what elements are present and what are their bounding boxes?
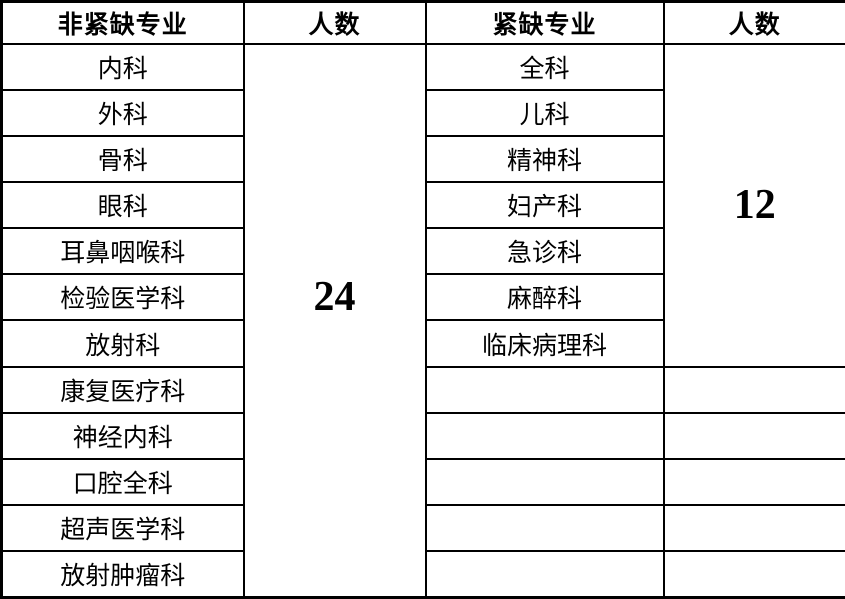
scarce-count-empty-cell — [662, 365, 845, 414]
scarce-dept-cell: 急诊科 — [424, 227, 665, 276]
table-row: 检验医学科 麻醉科 — [0, 273, 845, 322]
table-row: 眼科 妇产科 — [0, 180, 845, 230]
table-row: 耳鼻咽喉科 急诊科 — [0, 227, 845, 276]
scarce-total-cell: 12 — [662, 42, 845, 368]
scarce-dept-cell: 儿科 — [424, 88, 665, 137]
non-scarce-dept-cell: 神经内科 — [0, 411, 245, 460]
scarce-dept-cell: 全科 — [424, 42, 665, 91]
table-row: 超声医学科 — [0, 504, 845, 553]
non-scarce-dept-cell: 检验医学科 — [0, 273, 245, 322]
scarce-dept-cell: 妇产科 — [424, 180, 665, 230]
scarce-dept-cell: 精神科 — [424, 134, 665, 183]
scarce-dept-empty-cell — [424, 504, 665, 553]
table-row: 骨科 精神科 — [0, 134, 845, 183]
non-scarce-dept-cell: 眼科 — [0, 180, 245, 230]
non-scarce-dept-cell: 口腔全科 — [0, 457, 245, 507]
scarce-count-empty-cell — [662, 550, 845, 599]
scarce-dept-empty-cell — [424, 365, 665, 414]
header-count-scarce: 人数 — [662, 0, 845, 45]
table-row: 康复医疗科 — [0, 365, 845, 414]
non-scarce-total-cell: 24 — [242, 42, 427, 599]
scarce-dept-cell: 临床病理科 — [424, 319, 665, 368]
scarce-dept-empty-cell — [424, 457, 665, 507]
header-row: 非紧缺专业 人数 紧缺专业 人数 — [0, 0, 845, 45]
header-count-non-scarce: 人数 — [242, 0, 427, 45]
non-scarce-dept-cell: 耳鼻咽喉科 — [0, 227, 245, 276]
table-row: 神经内科 — [0, 411, 845, 460]
scarce-dept-empty-cell — [424, 411, 665, 460]
non-scarce-dept-cell: 内科 — [0, 42, 245, 91]
scarce-count-empty-cell — [662, 504, 845, 553]
scarce-dept-empty-cell — [424, 550, 665, 599]
table-row: 外科 儿科 — [0, 88, 845, 137]
table-row: 放射科 临床病理科 — [0, 319, 845, 368]
table-row: 内科 24 全科 12 — [0, 42, 845, 599]
non-scarce-dept-cell: 超声医学科 — [0, 504, 245, 553]
non-scarce-dept-cell: 康复医疗科 — [0, 365, 245, 414]
header-non-scarce-specialty: 非紧缺专业 — [0, 0, 245, 45]
table-row: 口腔全科 — [0, 457, 845, 507]
scarce-count-empty-cell — [662, 457, 845, 507]
non-scarce-dept-cell: 放射科 — [0, 319, 245, 368]
scarce-count-empty-cell — [662, 411, 845, 460]
non-scarce-dept-cell: 外科 — [0, 88, 245, 137]
non-scarce-dept-cell: 骨科 — [0, 134, 245, 183]
non-scarce-dept-cell: 放射肿瘤科 — [0, 550, 245, 599]
header-scarce-specialty: 紧缺专业 — [424, 0, 665, 45]
table-row: 放射肿瘤科 — [0, 550, 845, 599]
scarce-dept-cell: 麻醉科 — [424, 273, 665, 322]
